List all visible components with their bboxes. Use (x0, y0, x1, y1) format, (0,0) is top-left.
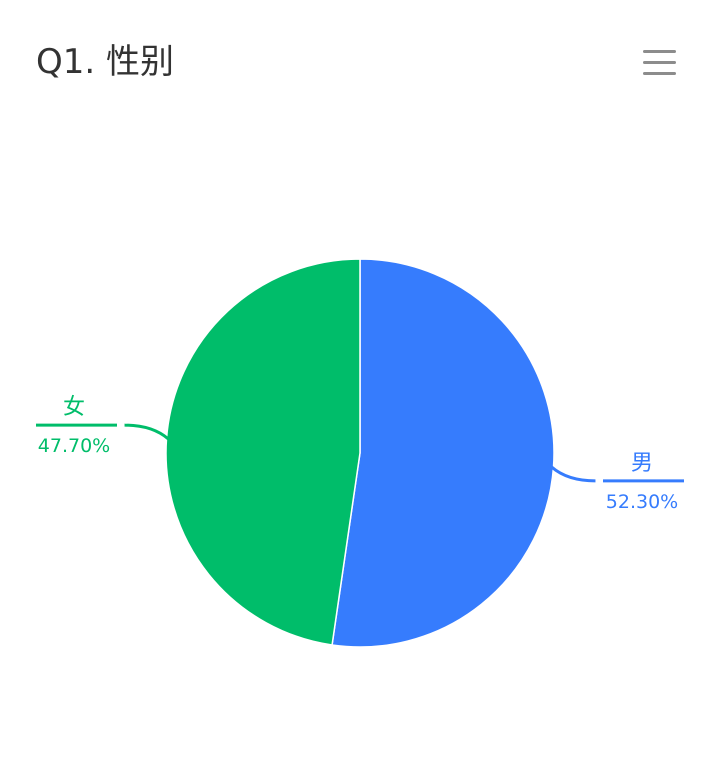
menu-bar (643, 61, 676, 64)
slice-category-label: 女 (63, 395, 85, 420)
slice-value-label: 47.70% (38, 435, 110, 457)
menu-bar (643, 50, 676, 53)
leader-line-1 (124, 423, 170, 441)
pie-slice-1[interactable] (165, 258, 361, 646)
chart-title: Q1. 性别 (36, 42, 175, 82)
slice-category-label: 男 (631, 451, 653, 476)
leader-line-0 (550, 465, 596, 483)
pie-slice-0[interactable] (331, 258, 555, 648)
menu-bar (643, 72, 676, 75)
hamburger-menu-icon[interactable] (638, 44, 682, 84)
slice-value-label: 52.30% (606, 491, 678, 513)
